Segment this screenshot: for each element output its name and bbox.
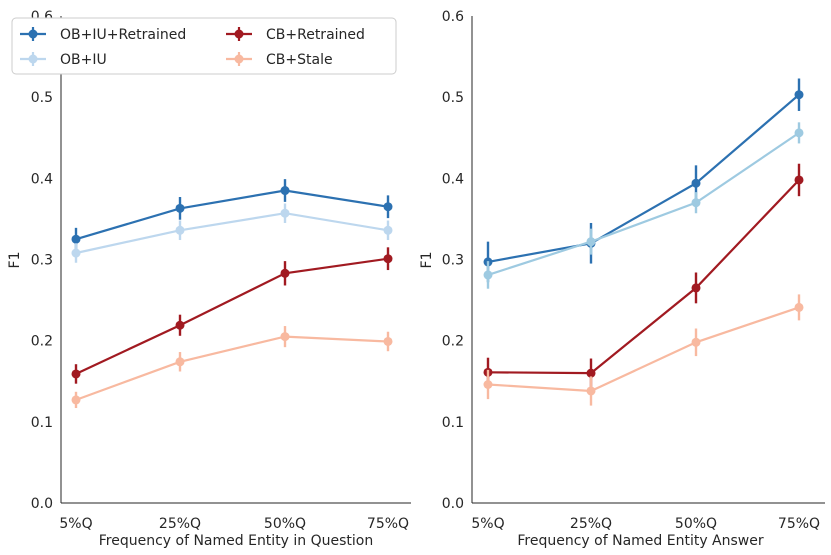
left-point-ob-iu-retrained [175, 203, 185, 213]
left-point-ob-iu [71, 248, 81, 258]
legend-swatch-marker-cb-stale [234, 54, 244, 64]
left-x-tick-label: 5%Q [59, 516, 92, 532]
right-point-ob-iu [483, 270, 493, 280]
right-point-ob-iu [794, 128, 804, 138]
right-panel: 0.0 0.1 0.2 0.3 0.4 0.5 0.6 5%Q 25%Q 50%Q 75%Q Freq… [419, 9, 825, 549]
right-point-cb-stale [586, 386, 596, 396]
right-y-tick-label: 0.0 [442, 496, 464, 512]
left-point-ob-iu-retrained [383, 202, 393, 212]
left-point-cb-stale [71, 395, 81, 405]
right-series-line-ob-iu-retrained [487, 93, 800, 263]
legend-frame [11, 17, 397, 75]
right-point-cb-stale [483, 379, 493, 389]
left-point-cb-retrained [280, 268, 290, 278]
left-series-line-cb-stale [75, 335, 389, 401]
right-x-axis-label: Frequency of Named Entity Answer [517, 533, 763, 549]
right-x-tick-label: 5%Q [471, 516, 504, 532]
right-x-tick-label: 75%Q [778, 516, 820, 532]
left-y-tick-label: 0.2 [31, 334, 53, 350]
left-point-ob-iu [175, 225, 185, 235]
right-x-tick-label: 50%Q [675, 516, 717, 532]
left-point-ob-iu-retrained [280, 186, 290, 196]
legend-swatch-marker-ob-iu-retrained [28, 29, 38, 39]
right-point-ob-iu [691, 198, 701, 208]
legend-label-cb-retrained: CB+Retrained [266, 27, 365, 43]
left-point-cb-retrained [383, 254, 393, 264]
left-y-tick-label: 0.5 [31, 90, 53, 106]
legend-label-ob-iu-retrained: OB+IU+Retrained [60, 27, 186, 43]
right-y-tick-label: 0.1 [442, 415, 464, 431]
left-x-tick-label: 25%Q [159, 516, 201, 532]
left-point-ob-iu [280, 208, 290, 218]
left-panel: 0.00.10.20.30.40.50.65%Q 25%Q 50%Q 75%QFreq… [7, 9, 411, 549]
left-point-cb-stale [175, 357, 185, 367]
right-point-cb-stale [794, 302, 804, 312]
right-series-line-ob-iu [487, 131, 800, 276]
left-point-cb-stale [383, 336, 393, 346]
legend-swatch-marker-ob-iu [28, 54, 38, 64]
left-x-tick-label: 50%Q [264, 516, 306, 532]
right-y-tick-label: 0.4 [442, 171, 464, 187]
left-y-tick-label: 0.1 [31, 415, 53, 431]
right-point-cb-retrained [586, 368, 596, 378]
left-x-axis-label: Frequency of Named Entity in Question [99, 533, 374, 549]
left-point-cb-stale [280, 332, 290, 342]
left-y-axis-label: F1 [7, 252, 23, 269]
right-point-cb-retrained [691, 283, 701, 293]
right-x-tick-label: 25%Q [570, 516, 612, 532]
right-point-ob-iu [586, 237, 596, 247]
left-series-line-cb-retrained [75, 257, 389, 375]
right-y-axis-label: F1 [419, 252, 435, 269]
left-point-ob-iu-retrained [71, 234, 81, 244]
right-series-line-cb-retrained [487, 179, 800, 375]
right-y-tick-label: 0.2 [442, 334, 464, 350]
right-y-tick-label: 0.6 [442, 9, 464, 25]
right-y-tick-label: 0.3 [442, 253, 464, 269]
left-point-cb-retrained [175, 320, 185, 330]
left-y-tick-label: 0.4 [31, 171, 53, 187]
legend-swatch-marker-cb-retrained [234, 29, 244, 39]
right-point-cb-retrained [794, 175, 804, 185]
left-y-tick-label: 0.0 [31, 496, 53, 512]
left-y-tick-label: 0.3 [31, 253, 53, 269]
right-series-line-cb-stale [487, 306, 800, 393]
right-point-ob-iu-retrained [691, 178, 701, 188]
right-point-cb-stale [691, 337, 701, 347]
legend: OB+IU+Retrained OB+IU CB+Retrained CB+Stale [11, 17, 397, 75]
left-series-line-ob-iu-retrained [75, 189, 389, 241]
right-point-ob-iu-retrained [794, 90, 804, 100]
left-point-cb-retrained [71, 369, 81, 379]
left-series-line-ob-iu [75, 212, 389, 255]
right-y-tick-label: 0.5 [442, 90, 464, 106]
left-point-ob-iu [383, 225, 393, 235]
legend-label-cb-stale: CB+Stale [266, 52, 333, 68]
left-x-tick-label: 75%Q [367, 516, 409, 532]
legend-label-ob-iu: OB+IU [60, 52, 107, 68]
